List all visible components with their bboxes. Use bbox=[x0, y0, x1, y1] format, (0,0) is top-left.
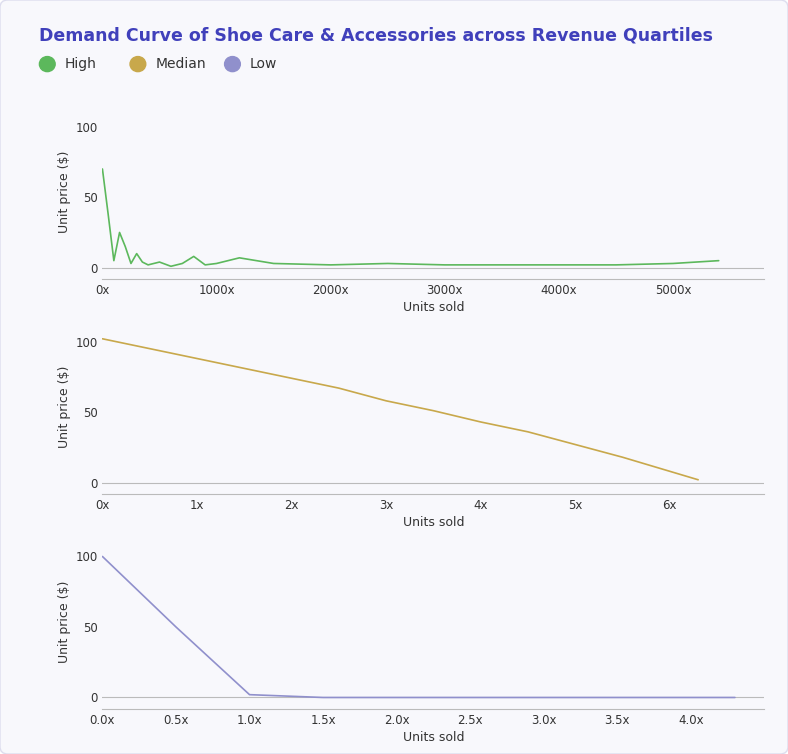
Text: Median: Median bbox=[155, 57, 206, 71]
X-axis label: Units sold: Units sold bbox=[403, 301, 464, 314]
Text: Demand Curve of Shoe Care & Accessories across Revenue Quartiles: Demand Curve of Shoe Care & Accessories … bbox=[39, 26, 713, 44]
Y-axis label: Unit price ($): Unit price ($) bbox=[58, 151, 71, 234]
X-axis label: Units sold: Units sold bbox=[403, 731, 464, 743]
Text: High: High bbox=[65, 57, 96, 71]
X-axis label: Units sold: Units sold bbox=[403, 516, 464, 529]
Y-axis label: Unit price ($): Unit price ($) bbox=[58, 366, 71, 449]
Text: Low: Low bbox=[250, 57, 277, 71]
Y-axis label: Unit price ($): Unit price ($) bbox=[58, 581, 71, 664]
